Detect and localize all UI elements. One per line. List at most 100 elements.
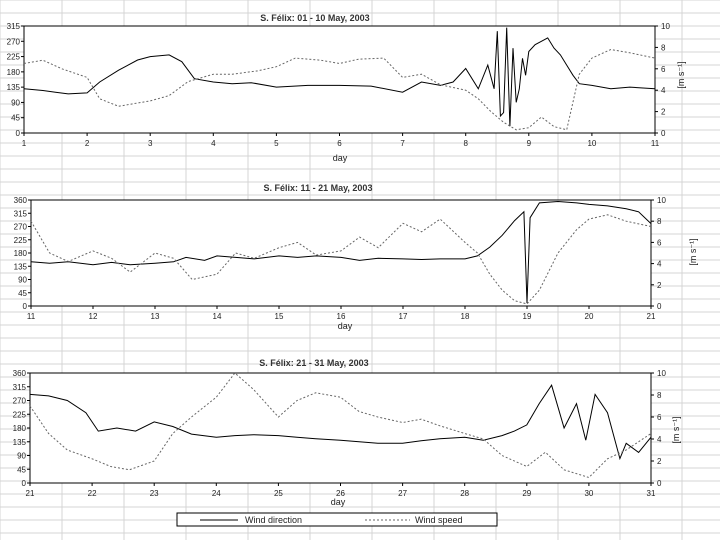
right-tick-label: 2 — [661, 108, 666, 117]
left-tick-label: 225 — [13, 410, 27, 419]
x-tick-label: 20 — [585, 312, 594, 321]
x-tick-label: 24 — [212, 489, 221, 498]
left-tick-label: 360 — [13, 369, 27, 378]
x-tick-label: 26 — [336, 489, 345, 498]
right-tick-label: 0 — [657, 302, 662, 311]
x-tick-label: 19 — [523, 312, 532, 321]
panel-3-xlabel: day — [331, 497, 346, 507]
x-tick-label: 4 — [211, 139, 216, 148]
panel-2-title: S. Félix: 11 - 21 May, 2003 — [264, 183, 373, 193]
right-tick-label: 6 — [657, 238, 662, 247]
x-tick-label: 12 — [89, 312, 98, 321]
panel-1-xlabel: day — [333, 153, 348, 163]
left-tick-label: 270 — [7, 37, 21, 46]
x-tick-label: 22 — [88, 489, 97, 498]
panel-2-plot-frame — [30, 199, 652, 307]
x-tick-label: 5 — [274, 139, 279, 148]
x-tick-label: 7 — [400, 139, 405, 148]
left-tick-label: 45 — [18, 289, 27, 298]
left-tick-label: 135 — [13, 438, 27, 447]
left-tick-label: 315 — [14, 209, 28, 218]
x-tick-label: 2 — [85, 139, 90, 148]
left-tick-label: 0 — [22, 479, 27, 488]
panel-3-ylabel-right: [m s⁻¹] — [671, 416, 681, 443]
x-tick-label: 18 — [461, 312, 470, 321]
right-tick-label: 8 — [661, 43, 666, 52]
x-tick-label: 9 — [527, 139, 532, 148]
x-tick-label: 28 — [460, 489, 469, 498]
legend-speed-label: Wind speed — [415, 515, 463, 525]
legend: Wind direction Wind speed — [176, 512, 498, 527]
x-tick-label: 11 — [651, 139, 660, 148]
panel-3-wind-direction-line — [29, 384, 652, 461]
x-tick-label: 1 — [22, 139, 27, 148]
panel-1-ylabel-right: [m s⁻¹] — [676, 61, 686, 88]
x-tick-label: 30 — [584, 489, 593, 498]
panel-1: S. Félix: 01 - 10 May, 2003 day [m s⁻¹] — [260, 13, 686, 163]
left-tick-label: 270 — [14, 223, 28, 232]
left-tick-label: 0 — [23, 302, 28, 311]
right-tick-label: 4 — [657, 260, 662, 269]
panel-3: S. Félix: 21 - 31 May, 2003 day [m s⁻¹] — [259, 358, 681, 507]
panel-1-wind-speed-line — [23, 48, 656, 131]
x-tick-label: 15 — [275, 312, 284, 321]
x-tick-label: 17 — [399, 312, 408, 321]
legend-box — [176, 512, 498, 527]
left-tick-label: 315 — [13, 383, 27, 392]
panel-3-title: S. Félix: 21 - 31 May, 2003 — [259, 358, 368, 368]
legend-direction-label: Wind direction — [245, 515, 302, 525]
x-tick-label: 27 — [398, 489, 407, 498]
left-tick-label: 360 — [14, 196, 28, 205]
left-tick-label: 180 — [7, 68, 21, 77]
x-tick-label: 23 — [150, 489, 159, 498]
left-tick-label: 90 — [17, 452, 26, 461]
right-tick-label: 4 — [661, 86, 666, 95]
x-tick-label: 31 — [647, 489, 656, 498]
panel-2-wind-direction-line — [30, 200, 652, 304]
left-tick-label: 0 — [16, 129, 21, 138]
right-tick-label: 0 — [657, 479, 662, 488]
left-tick-label: 135 — [14, 262, 28, 271]
left-tick-label: 315 — [7, 22, 21, 31]
right-tick-label: 6 — [657, 413, 662, 422]
panel-1-wind-direction-line — [23, 27, 656, 127]
x-tick-label: 14 — [213, 312, 222, 321]
right-tick-label: 2 — [657, 457, 662, 466]
right-tick-label: 0 — [661, 129, 666, 138]
x-tick-label: 25 — [274, 489, 283, 498]
x-tick-label: 8 — [463, 139, 468, 148]
right-tick-label: 8 — [657, 217, 662, 226]
left-tick-label: 135 — [7, 83, 21, 92]
x-tick-label: 21 — [647, 312, 656, 321]
panel-2-xlabel: day — [338, 321, 353, 331]
x-tick-label: 29 — [522, 489, 531, 498]
x-tick-label: 16 — [337, 312, 346, 321]
right-tick-label: 10 — [661, 22, 670, 31]
x-tick-label: 13 — [151, 312, 160, 321]
right-tick-label: 10 — [657, 369, 666, 378]
x-tick-label: 6 — [337, 139, 342, 148]
left-tick-label: 180 — [14, 249, 28, 258]
panel-1-title: S. Félix: 01 - 10 May, 2003 — [260, 13, 369, 23]
right-tick-label: 8 — [657, 391, 662, 400]
left-tick-label: 180 — [13, 424, 27, 433]
panel-2-marks: 11 12 13 14 15 16 17 18 19 20 21045901351802252703… — [14, 196, 667, 321]
right-tick-label: 6 — [661, 65, 666, 74]
right-tick-label: 4 — [657, 435, 662, 444]
right-tick-label: 2 — [657, 281, 662, 290]
right-tick-label: 10 — [657, 196, 666, 205]
left-tick-label: 90 — [18, 276, 27, 285]
left-tick-label: 45 — [11, 114, 20, 123]
x-tick-label: 21 — [26, 489, 35, 498]
left-tick-label: 45 — [17, 465, 26, 474]
x-tick-label: 11 — [27, 312, 36, 321]
panel-2: S. Félix: 11 - 21 May, 2003 day [m s⁻¹] — [264, 183, 698, 331]
panel-1-plot-frame — [23, 25, 656, 134]
left-tick-label: 225 — [14, 236, 28, 245]
left-tick-label: 270 — [13, 397, 27, 406]
panel-3-marks: 21 22 23 24 25 26 27 28 29 30 31045901351802252703… — [13, 369, 667, 498]
left-tick-label: 225 — [7, 53, 21, 62]
x-tick-label: 3 — [148, 139, 153, 148]
